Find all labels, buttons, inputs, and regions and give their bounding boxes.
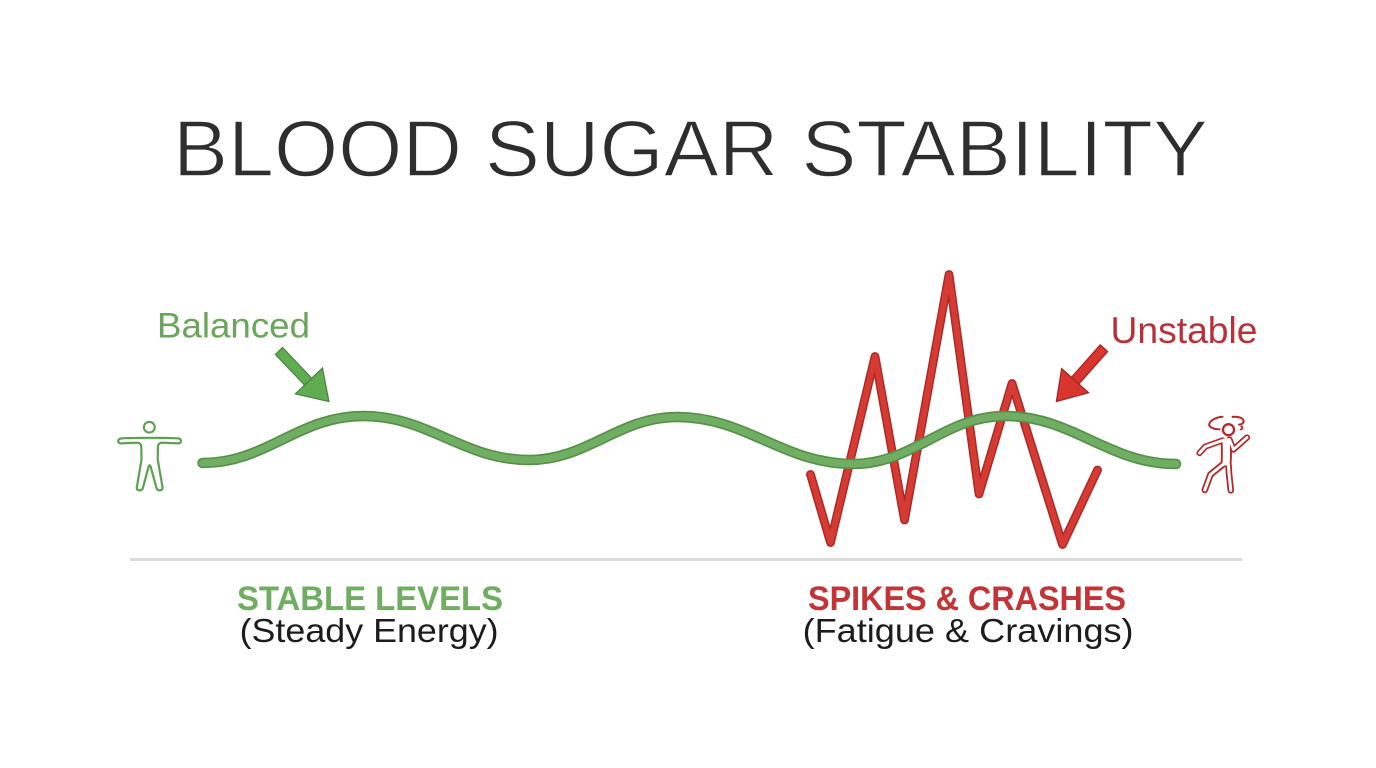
svg-text:SPIKES & CRASHES: SPIKES & CRASHES — [808, 580, 1126, 618]
svg-text:STABLE LEVELS: STABLE LEVELS — [237, 580, 503, 618]
svg-text:(Fatigue & Cravings): (Fatigue & Cravings) — [803, 613, 1134, 650]
svg-text:BLOOD SUGAR STABILITY: BLOOD SUGAR STABILITY — [173, 104, 1208, 193]
svg-text:Balanced: Balanced — [157, 307, 310, 346]
svg-text:(Steady Energy): (Steady Energy) — [240, 613, 499, 650]
svg-text:Unstable: Unstable — [1111, 310, 1258, 351]
